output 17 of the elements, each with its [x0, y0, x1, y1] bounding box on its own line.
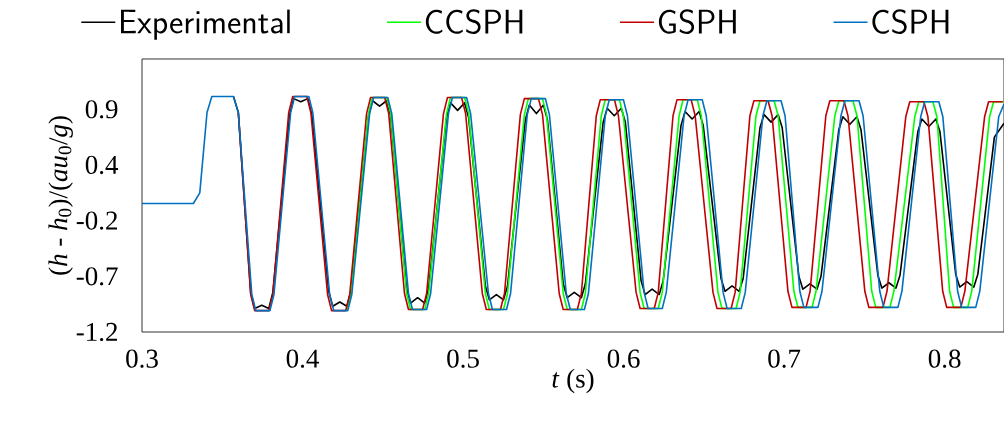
x-tick-label: 0.8: [928, 349, 961, 368]
y-tick-label: 0.4: [85, 155, 119, 175]
y-tick-label: 0.9: [85, 100, 118, 119]
x-tick-label: 0.4: [286, 349, 319, 368]
x-tick-label: 0.7: [768, 349, 801, 368]
text: (h - h$_{0}$)/(au$_{0}$/g): [48, 116, 73, 275]
x-tick-label: 0.3: [126, 349, 158, 368]
x-tick-label: 0.5: [447, 349, 479, 368]
legend-label: CCSPH: [425, 9, 523, 35]
x-axis-title: t (s): [552, 368, 594, 394]
y-tick-label: -1.2: [76, 322, 117, 342]
x-tick-label: 0.6: [607, 349, 640, 368]
y-tick-label: -0.7: [76, 267, 118, 286]
legend-label: GSPH: [658, 9, 736, 35]
y-tick-label: -0.2: [76, 211, 117, 230]
legend-label: Experimental: [121, 9, 290, 40]
legend-label: CSPH: [872, 9, 949, 35]
